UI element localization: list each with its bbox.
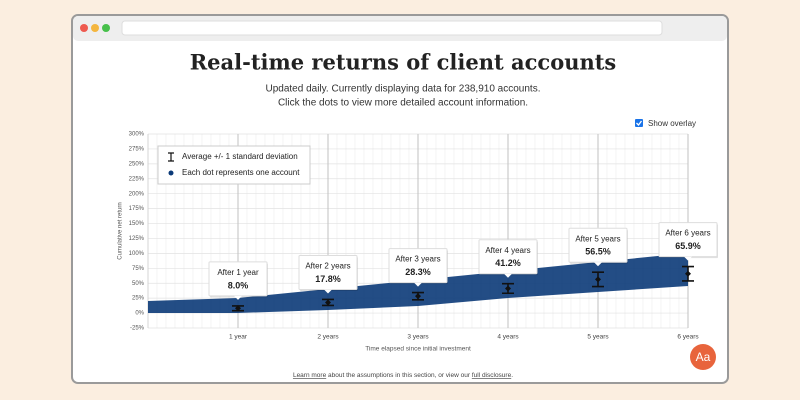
callout-pointer [414,282,422,287]
callout-title: After 6 years [665,229,710,238]
legend-errorbar-icon [168,152,174,162]
overlay-checkbox[interactable] [635,119,643,127]
callout-pointer [324,289,332,294]
legend-label: Average +/- 1 standard deviation [182,152,298,161]
overlay-label[interactable]: Show overlay [648,119,696,128]
minimize-dot[interactable] [91,24,99,32]
callout [658,222,718,258]
footer-text: about the assumptions in this section, o… [328,372,471,379]
y-tick-label: 225% [129,176,145,182]
y-tick-label: 100% [129,251,145,257]
x-tick-label: 2 years [317,334,339,341]
chart-title: Real-time returns of client accounts [190,50,617,75]
y-tick-label: 150% [129,221,145,227]
callout [388,248,448,284]
y-tick-label: 75% [132,266,145,272]
legend [157,145,311,185]
marks: After 1 year 8.0% After 2 years 17.8% After … [208,222,718,312]
font-button-label[interactable]: Aa [696,350,711,364]
check-mark [636,120,643,126]
callout-title: After 2 years [305,262,350,271]
mean-marker[interactable] [595,276,601,283]
y-axis-label: Cumulative net return [118,202,124,259]
learn-more-link[interactable]: Learn more [293,372,327,379]
y-tick-label: 125% [129,236,145,242]
value-label: 17.8% [315,274,341,284]
y-tick-label: 275% [129,147,145,153]
maximize-dot[interactable] [102,24,110,32]
mean-marker[interactable] [235,305,241,312]
legend-dot-icon [168,170,174,176]
address-bar[interactable] [121,20,663,36]
callout-title: After 1 year [217,268,259,277]
x-tick-label: 6 years [677,334,699,341]
font-button[interactable] [690,344,716,370]
y-tick-label: 300% [129,132,145,138]
x-tick-label: 1 year [229,334,248,341]
callout-title: After 4 years [485,246,530,255]
mean-marker[interactable] [505,285,511,292]
mean-marker[interactable] [415,293,421,300]
value-label: 41.2% [495,258,521,268]
legend-label: Each dot represents one account [182,168,300,177]
x-tick-label: 5 years [587,334,609,341]
mean-marker[interactable] [325,299,331,306]
mean-marker[interactable] [685,270,691,277]
callout-pointer [504,273,512,278]
x-tick-label: 3 years [407,334,429,341]
callout [208,261,268,297]
value-label: 56.5% [585,247,611,257]
y-tick-label: -25% [130,326,145,332]
callout-title: After 5 years [575,234,620,243]
value-label: 28.3% [405,267,431,277]
subtitle: Updated daily. Currently displaying data… [266,84,541,95]
subtitle: Click the dots to view more detailed acc… [278,98,528,109]
close-dot[interactable] [80,24,88,32]
y-tick-label: 175% [129,206,145,212]
value-label: 65.9% [675,241,701,251]
footer: Learn more about the assumptions in this… [293,372,513,379]
callout-title: After 3 years [395,255,440,264]
disclosure-link[interactable]: full disclosure [472,372,512,379]
callout-pointer [234,295,242,300]
y-tick-label: 250% [129,161,145,167]
callout [568,227,628,263]
footer-end: . [511,372,513,379]
x-axis-label: Time elapsed since initial investment [365,346,471,353]
callout [478,239,538,275]
y-tick-label: 50% [132,281,145,287]
y-tick-label: 0% [135,311,144,317]
x-tick-label: 4 years [497,334,519,341]
y-tick-label: 200% [129,191,145,197]
callout-pointer [594,262,602,267]
value-label: 8.0% [228,280,249,290]
y-tick-label: 25% [132,296,145,302]
callout [298,254,358,290]
callout-pointer [684,256,692,261]
